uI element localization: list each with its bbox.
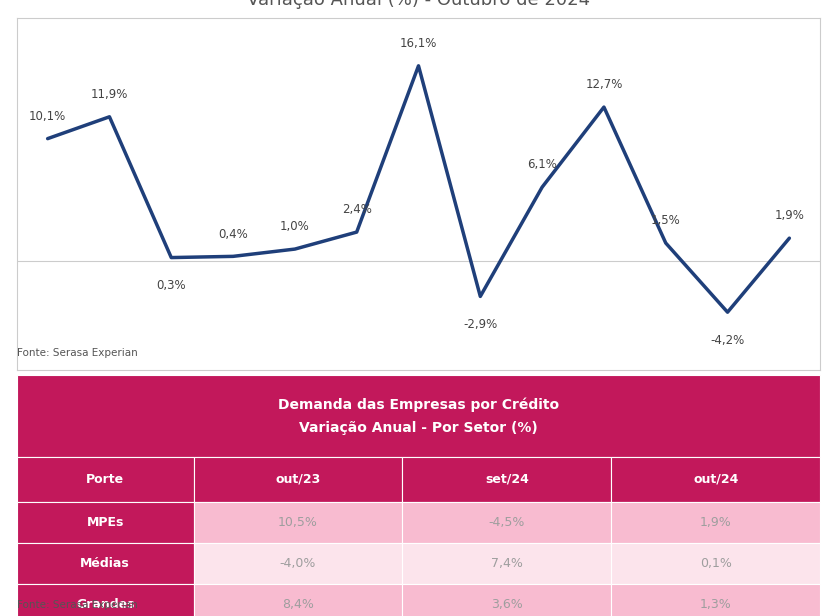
Text: 6,1%: 6,1% [527, 158, 557, 171]
Text: 10,5%: 10,5% [278, 516, 318, 529]
Bar [17, 456, 193, 502]
Text: 11,9%: 11,9% [90, 88, 128, 101]
Bar [17, 375, 819, 456]
Bar [17, 502, 193, 543]
Text: 7,4%: 7,4% [491, 557, 522, 570]
Bar [193, 584, 402, 616]
Bar [193, 543, 402, 584]
Text: -2,9%: -2,9% [462, 318, 497, 331]
Text: Fonte: Serasa Experian: Fonte: Serasa Experian [17, 347, 137, 358]
Text: 0,3%: 0,3% [156, 280, 186, 293]
Text: 1,3%: 1,3% [699, 598, 731, 611]
Bar [402, 502, 610, 543]
Text: 0,4%: 0,4% [218, 227, 247, 241]
Text: Médias: Médias [80, 557, 130, 570]
Bar [17, 543, 193, 584]
Bar [193, 456, 402, 502]
Text: 2,4%: 2,4% [341, 203, 371, 216]
Text: 3,6%: 3,6% [491, 598, 522, 611]
Bar [610, 584, 819, 616]
Text: 16,1%: 16,1% [400, 37, 436, 50]
Text: -4,0%: -4,0% [279, 557, 316, 570]
Text: 10,1%: 10,1% [29, 110, 66, 123]
Text: 1,9%: 1,9% [699, 516, 731, 529]
Bar [402, 543, 610, 584]
Text: 12,7%: 12,7% [584, 78, 622, 91]
Text: set/24: set/24 [484, 473, 528, 486]
Text: Porte: Porte [86, 473, 124, 486]
Text: Grandes: Grandes [76, 598, 135, 611]
Bar [402, 456, 610, 502]
Text: 1,5%: 1,5% [650, 214, 680, 227]
Text: 1,0%: 1,0% [280, 221, 309, 233]
Bar [402, 584, 610, 616]
Title: Demanda das Empresas por Crédito
Variação Anual (%) - Outubro de 2024: Demanda das Empresas por Crédito Variaçã… [247, 0, 589, 9]
Text: -4,5%: -4,5% [488, 516, 524, 529]
Text: out/23: out/23 [275, 473, 320, 486]
Bar [610, 456, 819, 502]
Text: Demanda das Empresas por Crédito
Variação Anual - Por Setor (%): Demanda das Empresas por Crédito Variaçã… [278, 397, 558, 434]
Bar [17, 584, 193, 616]
Text: MPEs: MPEs [86, 516, 124, 529]
Bar [610, 543, 819, 584]
Text: 8,4%: 8,4% [282, 598, 314, 611]
Text: 1,9%: 1,9% [773, 209, 803, 222]
Text: 0,1%: 0,1% [699, 557, 731, 570]
Bar [193, 502, 402, 543]
Bar [610, 502, 819, 543]
Text: Fonte: Serasa Experian: Fonte: Serasa Experian [17, 600, 137, 610]
Text: -4,2%: -4,2% [710, 334, 744, 347]
Text: out/24: out/24 [692, 473, 737, 486]
